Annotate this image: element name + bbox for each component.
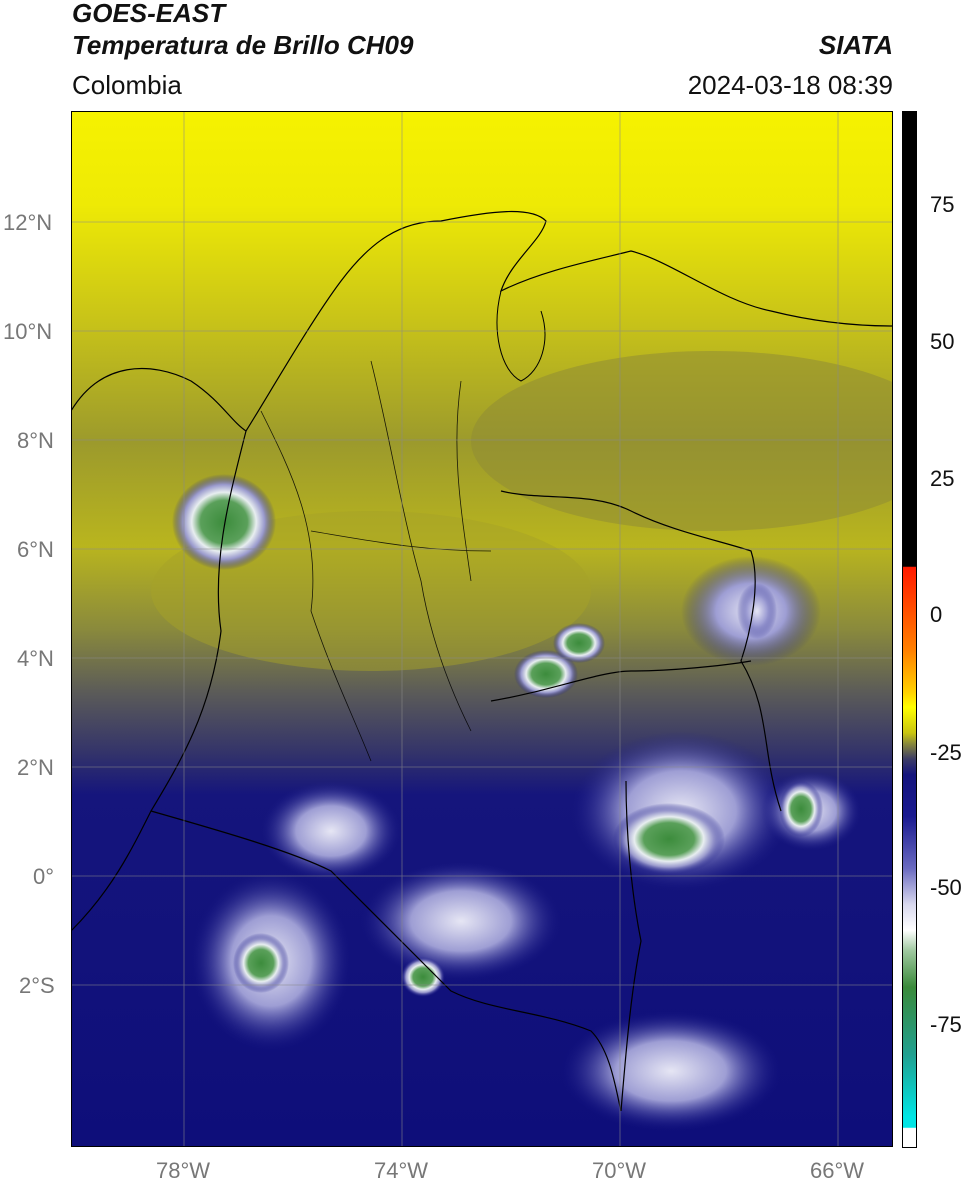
timestamp-label: 2024-03-18 08:39: [687, 70, 893, 100]
colorbar-tick-75: 75: [930, 192, 955, 217]
satellite-map: [71, 111, 893, 1147]
colorbar-tick-0: 0: [930, 602, 943, 627]
colorbar-tick-minus75: -75: [930, 1012, 962, 1037]
lat-tick-6n: 6°N: [17, 537, 54, 562]
region-label: Colombia: [72, 70, 182, 100]
lat-tick-8n: 8°N: [17, 428, 54, 453]
colorbar-tick-minus50: -50: [930, 875, 962, 900]
lat-tick-4n: 4°N: [17, 646, 54, 671]
lon-tick-78w: 78°W: [156, 1158, 211, 1183]
colorbar-tick-25: 25: [930, 466, 955, 491]
lon-tick-66w: 66°W: [810, 1158, 865, 1183]
lat-tick-10n: 10°N: [3, 319, 53, 344]
lon-tick-74w: 74°W: [374, 1158, 429, 1183]
colorbar-tick-minus25: -25: [930, 740, 962, 765]
organization-label: SIATA: [818, 30, 893, 60]
colorbar-tick-50: 50: [930, 329, 955, 354]
lat-tick-2s: 2°S: [19, 973, 55, 998]
lat-tick-0: 0°: [33, 864, 55, 889]
temperature-colorbar: [902, 111, 917, 1148]
map-title-line2: Temperatura de Brillo CH09: [72, 30, 414, 60]
lat-tick-2n: 2°N: [17, 755, 54, 780]
lon-tick-70w: 70°W: [592, 1158, 647, 1183]
lat-tick-12n: 12°N: [3, 210, 53, 235]
map-title-line1: GOES-EAST: [72, 0, 226, 28]
